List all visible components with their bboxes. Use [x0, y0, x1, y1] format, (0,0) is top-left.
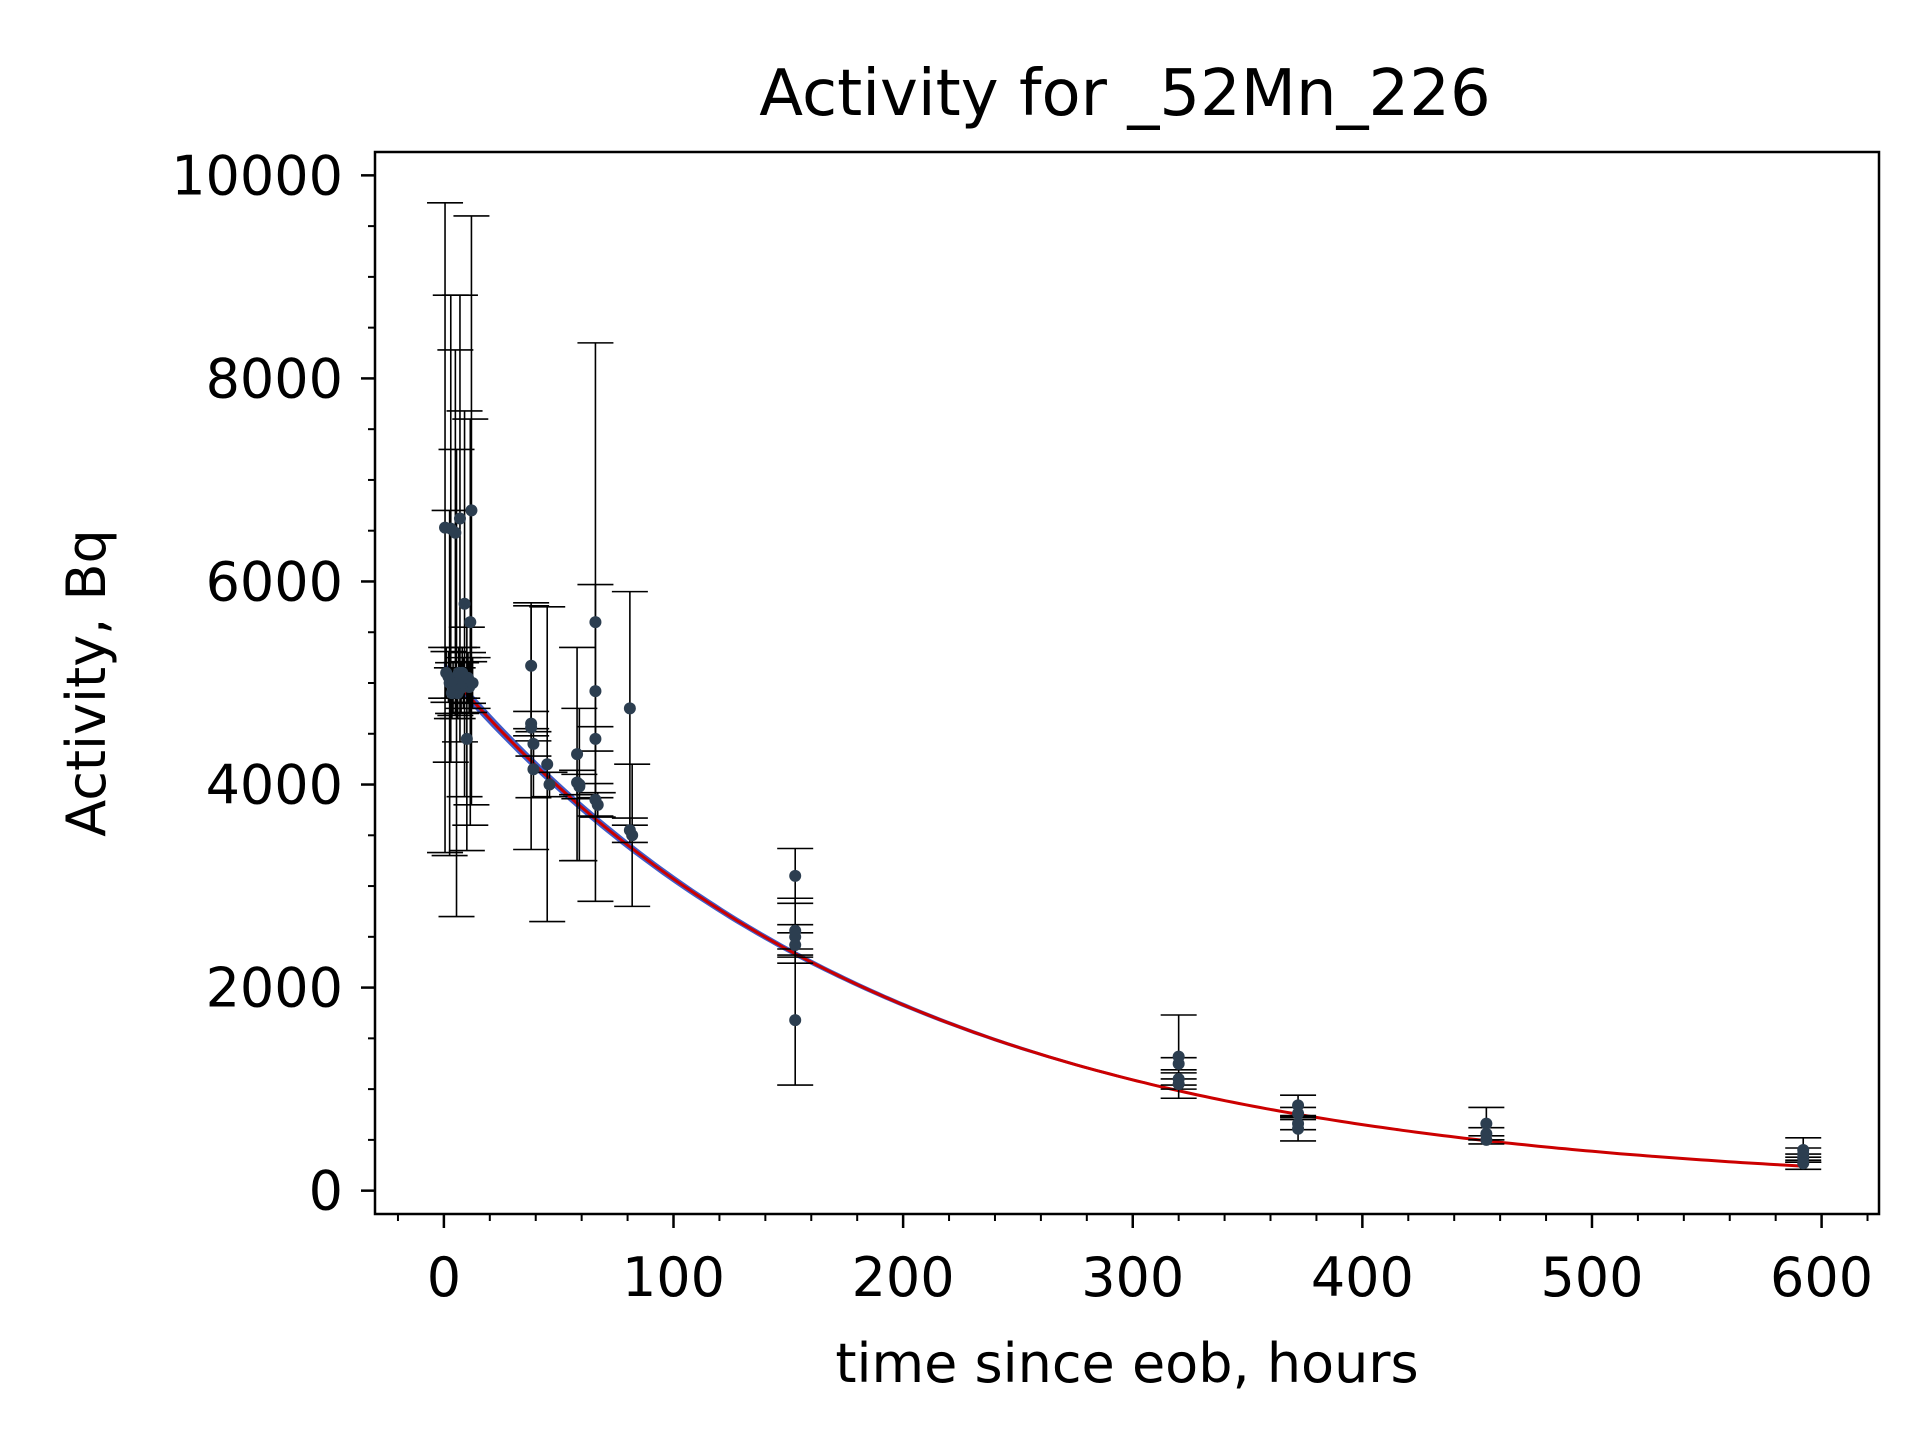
data-point: [623, 702, 636, 715]
data-point: [452, 666, 465, 679]
y-tick-label: 6000: [206, 550, 343, 613]
y-axis: 0 2000 4000 6000 8000 10000: [171, 144, 375, 1223]
data-point: [458, 597, 471, 610]
data-point: [591, 798, 604, 811]
data-point: [1172, 1078, 1185, 1091]
plot-area: [427, 201, 1822, 1171]
plot-frame: [373, 150, 1881, 1216]
x-tick-label: 100: [622, 1246, 725, 1309]
y-tick-label: 0: [309, 1160, 343, 1223]
x-tick-label: 0: [427, 1246, 461, 1309]
data-point: [1292, 1122, 1305, 1135]
data-point: [445, 687, 458, 700]
x-tick-label: 500: [1540, 1246, 1643, 1309]
data-point: [626, 829, 639, 842]
data-point: [789, 1014, 802, 1027]
x-axis-label: time since eob, hours: [835, 1332, 1418, 1395]
data-point: [440, 666, 453, 679]
y-tick-label: 10000: [171, 144, 343, 207]
data-point: [543, 778, 556, 791]
fit-curve: [442, 666, 1804, 1168]
data-point: [525, 659, 538, 672]
data-point: [789, 938, 802, 951]
data-point: [1292, 1107, 1305, 1120]
data-point: [1172, 1057, 1185, 1070]
data-point: [527, 763, 540, 776]
data-point: [1480, 1133, 1493, 1146]
data-point: [589, 616, 602, 629]
data-point: [1480, 1117, 1493, 1130]
x-tick-label: 600: [1770, 1246, 1873, 1309]
y-tick-label: 8000: [206, 347, 343, 410]
data-point: [1797, 1157, 1810, 1170]
chart-title: Activity for _52Mn_226: [759, 57, 1490, 131]
x-tick-label: 300: [1081, 1246, 1184, 1309]
data-point: [525, 721, 538, 734]
y-axis-label: Activity, Bq: [55, 529, 118, 837]
data-point: [589, 732, 602, 745]
y-tick-label: 2000: [206, 957, 343, 1020]
data-point: [453, 512, 466, 525]
y-tick-label: 4000: [206, 754, 343, 817]
data-point: [589, 685, 602, 698]
data-point: [464, 616, 477, 629]
data-point: [571, 748, 584, 761]
x-tick-label: 200: [852, 1246, 955, 1309]
data-point: [449, 526, 462, 539]
data-point: [789, 869, 802, 882]
data-point: [541, 758, 554, 771]
data-point: [465, 504, 478, 517]
data-point: [460, 732, 473, 745]
x-axis: 0 100 200 300 400 500 600: [396, 1214, 1873, 1309]
data-point: [573, 780, 586, 793]
x-tick-label: 400: [1311, 1246, 1414, 1309]
data-point: [466, 677, 479, 689]
fit-uncertainty-band: [443, 661, 1804, 1167]
data-point: [527, 737, 540, 750]
